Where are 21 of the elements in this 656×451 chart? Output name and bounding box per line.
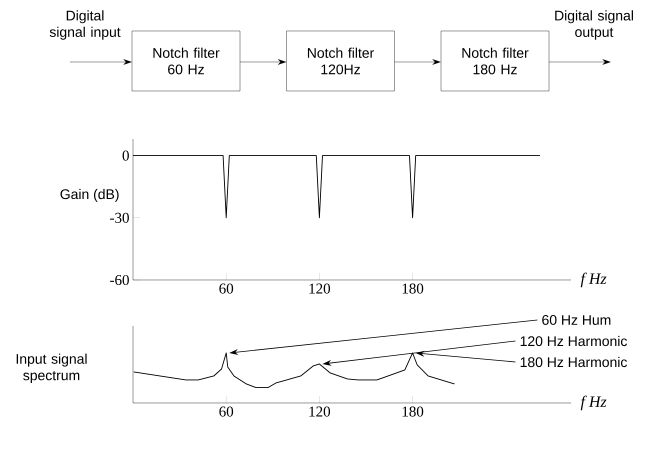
- y-axis-title: Gain (dB): [60, 188, 119, 202]
- y-tick-label: 0: [122, 150, 129, 161]
- text: Notch filter 60 Hz: [153, 48, 220, 74]
- x-tick-label: 180: [402, 284, 424, 294]
- x-tick-label: 120: [309, 284, 330, 294]
- text: Notch filter 120Hz: [308, 48, 374, 74]
- x-axis-title: f Hz: [580, 396, 606, 410]
- y-tick-label: -30: [110, 212, 129, 223]
- x-tick-label: 60: [219, 406, 234, 417]
- text: Digital signal output: [555, 10, 633, 40]
- y-tick-label: -60: [110, 274, 129, 286]
- x-tick-label: 120: [309, 406, 330, 417]
- x-tick-label: 60: [219, 284, 234, 294]
- annotation: 60 Hz Hum: [542, 315, 610, 325]
- text: Notch filter 180 Hz: [462, 48, 528, 74]
- x-tick-label: 180: [402, 406, 424, 417]
- y-axis-title: Input signal spectrum: [16, 354, 87, 384]
- x-axis-title: f Hz: [580, 272, 606, 288]
- text: Digital signal input: [50, 10, 121, 40]
- annotation: 180 Hz Harmonic: [520, 356, 627, 368]
- annotation: 120 Hz Harmonic: [520, 336, 627, 346]
